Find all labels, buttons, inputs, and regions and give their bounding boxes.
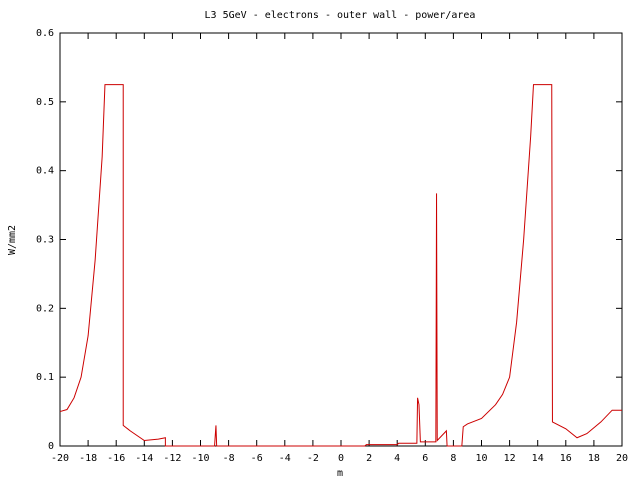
x-tick-label: 16 [560, 453, 572, 464]
x-tick-label: -8 [223, 453, 235, 464]
y-tick-label: 0.3 [36, 235, 54, 246]
x-tick-label: -10 [191, 453, 209, 464]
y-tick-label: 0 [48, 441, 54, 452]
x-tick-label: 6 [422, 453, 428, 464]
x-tick-label: -14 [135, 453, 153, 464]
plot-border [59, 32, 623, 447]
x-tick-label: -20 [51, 453, 69, 464]
x-tick-label: -12 [163, 453, 181, 464]
x-tick-label: 0 [338, 453, 344, 464]
x-tick-label: -4 [279, 453, 291, 464]
y-tick-label: 0.6 [36, 28, 54, 39]
x-tick-label: -16 [107, 453, 125, 464]
data-line [59, 84, 622, 447]
y-tick-label: 0.5 [36, 97, 54, 108]
x-tick-label: 20 [616, 453, 628, 464]
x-tick-label: 8 [450, 453, 456, 464]
x-tick-label: 12 [504, 453, 516, 464]
x-tick-label: -2 [307, 453, 319, 464]
y-axis-label: W/mm2 [7, 225, 18, 255]
x-axis-label: m [337, 468, 343, 479]
chart-title: L3 5GeV - electrons - outer wall - power… [205, 10, 476, 21]
x-tick-label: 14 [532, 453, 544, 464]
x-tick-label: 2 [366, 453, 372, 464]
y-tick-label: 0.4 [36, 166, 54, 177]
x-tick-label: 10 [475, 453, 487, 464]
y-tick-label: 0.1 [36, 372, 54, 383]
y-tick-label: 0.2 [36, 303, 54, 314]
x-tick-label: 4 [394, 453, 400, 464]
x-tick-label: 18 [588, 453, 600, 464]
x-tick-label: -18 [79, 453, 97, 464]
x-tick-label: -6 [251, 453, 263, 464]
